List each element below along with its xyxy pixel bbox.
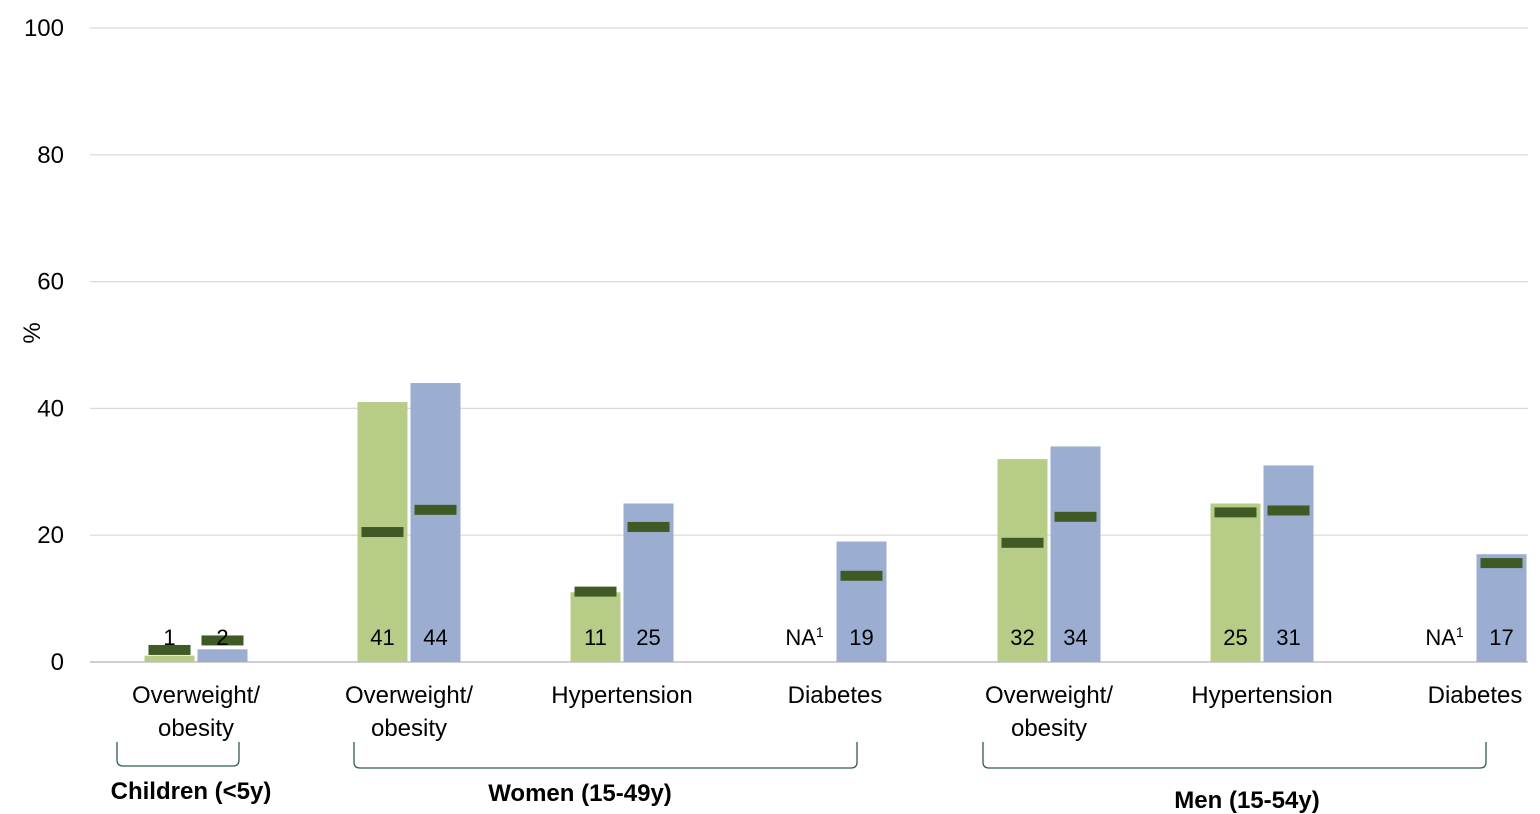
data-label: 34 [1063, 625, 1087, 650]
marker [148, 644, 191, 655]
data-label: 19 [849, 625, 873, 650]
marker [574, 586, 617, 597]
group-bracket [353, 742, 858, 769]
marker [1001, 537, 1044, 548]
marker [414, 504, 457, 515]
y-axis-ticks: 0 20 40 60 80 100 [24, 15, 64, 676]
bars [144, 383, 1527, 662]
bar [570, 592, 621, 662]
marker [361, 527, 404, 538]
group-brackets: Children (<5y) Women (15-49y) Men (15-54y) [111, 742, 1487, 814]
bar [836, 541, 887, 662]
category-label: obesity [1011, 715, 1087, 742]
data-label: NA1 [1425, 624, 1464, 650]
category-label: Diabetes [788, 682, 883, 709]
category-label: obesity [371, 715, 447, 742]
y-axis-label: % [19, 322, 46, 343]
group-bracket [116, 742, 240, 767]
data-label: 25 [636, 625, 660, 650]
category-label: obesity [158, 715, 234, 742]
group-label: Men (15-54y) [1174, 787, 1319, 814]
y-tick-label: 100 [24, 15, 64, 42]
marker [1480, 558, 1523, 569]
marker [1214, 507, 1257, 518]
y-tick-label: 60 [37, 269, 64, 296]
y-tick-label: 80 [37, 142, 64, 169]
y-tick-label: 40 [37, 395, 64, 422]
data-label: 2 [216, 625, 228, 650]
marker [1054, 511, 1097, 522]
data-label: 17 [1489, 625, 1513, 650]
group-label: Women (15-49y) [488, 780, 672, 807]
data-label: 1 [163, 625, 175, 650]
data-label: NA1 [785, 624, 824, 650]
category-label: Hypertension [551, 682, 692, 709]
category-label: Overweight/ [345, 682, 473, 709]
data-label: 44 [423, 625, 447, 650]
bar [197, 649, 248, 662]
data-label: 41 [370, 625, 394, 650]
y-tick-label: 0 [51, 649, 64, 676]
bar [997, 459, 1048, 662]
category-label: Diabetes [1428, 682, 1523, 709]
group-label: Children (<5y) [111, 778, 272, 805]
category-label: Overweight/ [132, 682, 260, 709]
bar [1263, 465, 1314, 662]
marker [1267, 505, 1310, 516]
marker [840, 570, 883, 581]
bar [1210, 503, 1261, 662]
data-labels: 1 41 11 NA1 32 25 NA1 2 44 25 19 34 31 17 [163, 624, 1513, 650]
category-labels: Overweight/obesity Overweight/obesity Hype… [132, 682, 1522, 742]
bar [1476, 554, 1527, 662]
data-label: 32 [1010, 625, 1034, 650]
data-label: 31 [1276, 625, 1300, 650]
marker [627, 521, 670, 532]
data-label: 11 [584, 625, 607, 650]
y-tick-label: 20 [37, 522, 64, 549]
group-bracket [982, 742, 1487, 769]
category-label: Hypertension [1191, 682, 1332, 709]
category-label: Overweight/ [985, 682, 1113, 709]
bar [410, 383, 461, 662]
data-label: 25 [1223, 625, 1247, 650]
bar [1050, 446, 1101, 662]
bar [144, 655, 195, 662]
markers [148, 504, 1523, 655]
marker [201, 635, 244, 646]
